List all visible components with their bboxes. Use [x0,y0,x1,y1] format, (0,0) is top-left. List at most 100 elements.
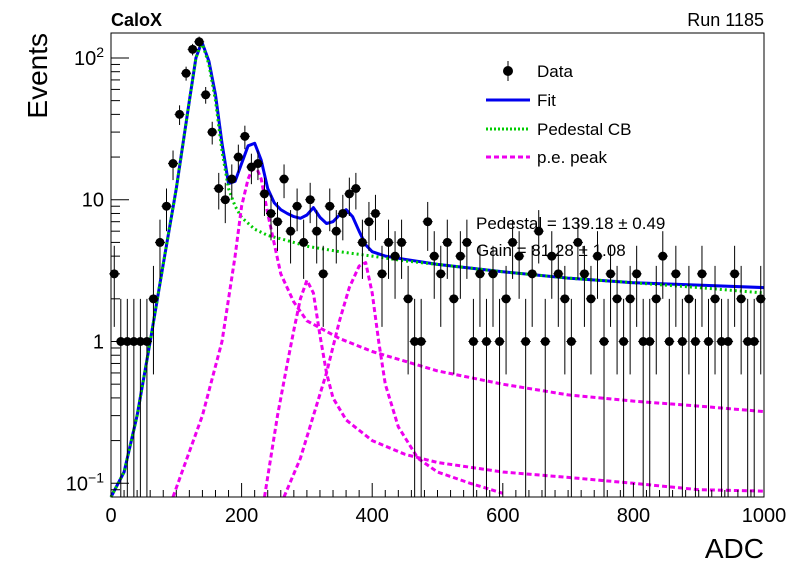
data-point [501,265,512,375]
data-marker [436,269,446,279]
data-point [383,219,394,279]
fit-curves-layer [109,40,765,498]
data-point [344,177,355,216]
data-point [207,121,218,145]
data-point [148,265,159,375]
data-marker [710,294,720,304]
data-point [318,245,329,327]
data-point [305,182,316,224]
data-marker [723,336,733,346]
data-marker [201,90,211,100]
curve-p-e-peak-2 [263,278,765,498]
data-point [625,265,636,375]
legend-label-data: Data [537,62,573,81]
data-point [128,298,139,497]
data-marker [155,237,165,247]
data-marker [573,237,583,247]
data-point [533,210,544,264]
legend-data-marker [503,66,513,76]
data-point [370,194,381,241]
data-marker [612,294,622,304]
data-point [559,265,570,375]
data-point [474,245,485,327]
data-marker [527,269,537,279]
data-marker [286,226,296,236]
data-marker [403,294,413,304]
data-point [422,201,433,251]
data-point [272,201,283,251]
data-point [298,219,309,279]
data-marker [279,174,289,184]
data-point [416,298,427,497]
data-point [324,188,335,232]
legend-entry-fit: Fit [486,91,556,110]
data-marker [423,217,433,227]
data-point [651,265,662,375]
data-marker [305,195,315,205]
legend-entry-pe-peak: p.e. peak [486,148,607,167]
x-tick-label: 1000 [742,505,787,527]
data-points-layer [109,36,766,497]
data-marker [384,237,394,247]
data-marker [749,336,759,346]
data-point [435,245,446,327]
data-marker [599,336,609,346]
data-marker [175,109,185,119]
data-marker [677,336,687,346]
data-marker [488,269,498,279]
data-point [507,219,518,279]
y-axis: 10−1 1 10 102 [66,44,129,498]
x-tick-label: 800 [617,505,650,527]
data-marker [553,269,563,279]
data-point [259,177,270,216]
data-point [350,172,361,210]
data-point [657,231,668,299]
data-marker [148,294,158,304]
data-marker [410,336,420,346]
data-marker [377,269,387,279]
x-tick-label: 600 [486,505,519,527]
data-point [363,201,374,251]
data-point [710,265,721,375]
data-point [696,245,707,327]
data-marker [370,208,380,218]
data-point [729,245,740,327]
data-marker [756,294,766,304]
data-point [213,172,224,210]
curve-p-e-peak-3 [282,261,504,498]
annotation-gain: Gain = 81.28 ± 1.08 [476,241,626,260]
data-marker [220,195,230,205]
data-marker [684,294,694,304]
data-point [233,144,244,173]
data-marker [273,217,283,227]
data-marker [521,336,531,346]
data-point [566,298,577,497]
data-marker [266,208,276,218]
data-point [670,245,681,327]
curve-p-e-peak-1 [171,162,765,498]
data-marker [312,226,322,236]
annotation-pedestal: Pedestal = 139.18 ± 0.49 [476,214,665,233]
data-marker [188,44,198,54]
data-marker [703,336,713,346]
data-marker [325,201,335,211]
legend-entry-pedestal: Pedestal CB [486,120,632,139]
data-point [612,265,623,375]
data-marker [540,336,550,346]
data-point [187,43,198,56]
data-point [194,36,205,48]
data-point [161,188,172,232]
data-point [220,182,231,224]
data-marker [632,269,642,279]
data-marker [664,336,674,346]
data-point [599,298,610,497]
data-point [279,164,290,199]
y-tick-label: 102 [74,44,104,70]
data-point [252,150,263,181]
data-marker [292,201,302,211]
data-point [461,219,472,279]
data-marker [240,131,250,141]
y-tick-label: 1 [93,331,104,353]
data-marker [566,336,576,346]
